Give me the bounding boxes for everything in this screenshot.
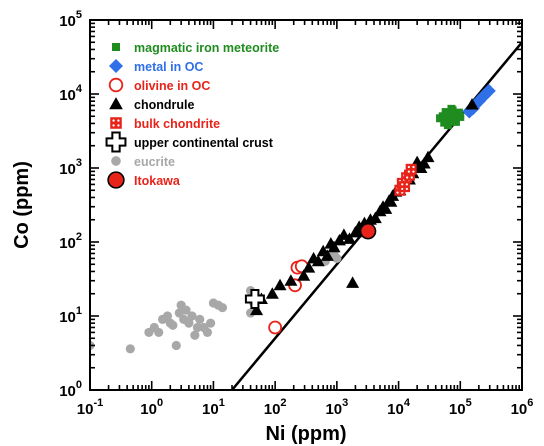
- data-point: [154, 327, 164, 338]
- data-point: [451, 117, 460, 126]
- data-point: [320, 249, 334, 261]
- data-point: [465, 98, 479, 110]
- legend-label: bulk chondrite: [134, 117, 220, 131]
- ticks-layer: [89, 20, 522, 391]
- legend-label: olivine in OC: [134, 79, 210, 93]
- data-point: [438, 112, 447, 121]
- data-point: [442, 116, 451, 125]
- series-metal-in-oc: [462, 83, 496, 119]
- data-point: [192, 322, 203, 333]
- legend-marker: [112, 43, 120, 51]
- data-point: [297, 269, 311, 281]
- data-point: [125, 344, 135, 354]
- legend-label: Itokawa: [134, 174, 181, 188]
- legend-label: eucrite: [134, 155, 175, 169]
- data-point: [250, 303, 264, 316]
- data-point: [421, 150, 435, 163]
- data-point: [171, 340, 181, 351]
- x-tick-label: 106: [511, 397, 534, 418]
- series-bulk-chondrite: [394, 163, 417, 196]
- data-point: [284, 274, 298, 286]
- plot-frame: [89, 19, 523, 391]
- data-point: [311, 254, 325, 267]
- data-point: [202, 327, 213, 338]
- legend-label: magmatic iron meteorite: [134, 41, 279, 55]
- data-point: [346, 276, 360, 288]
- legend: magmatic iron meteorite metal in OC olivin…: [105, 41, 279, 189]
- data-point: [342, 232, 356, 244]
- x-tick-label: 100: [140, 397, 163, 418]
- data-point: [195, 314, 205, 324]
- data-point: [405, 163, 417, 175]
- data-points-layer: [90, 83, 496, 354]
- data-point: [244, 288, 265, 309]
- data-point: [168, 320, 178, 330]
- legend-marker: [108, 77, 124, 93]
- legend-marker: [109, 59, 123, 73]
- data-point: [302, 261, 316, 273]
- data-point: [190, 330, 200, 340]
- data-point: [332, 253, 342, 264]
- data-point: [187, 311, 197, 321]
- y-tick-label: 104: [59, 83, 83, 104]
- legend-marker: [110, 117, 122, 129]
- legend-marker: [105, 131, 127, 153]
- data-point: [452, 111, 461, 120]
- x-tick-label: 103: [325, 397, 348, 418]
- data-point: [399, 181, 411, 193]
- tick-labels-layer: 10-1 100 101 102 103 104 105 106100101102103104…: [59, 9, 533, 418]
- y-axis-label: Co (ppm): [11, 161, 33, 249]
- data-point: [217, 302, 228, 313]
- data-point: [417, 157, 431, 169]
- data-point: [443, 121, 452, 130]
- data-point: [384, 195, 398, 207]
- data-point: [447, 104, 456, 113]
- y-tick-label: 103: [59, 157, 82, 178]
- data-point: [441, 108, 450, 117]
- data-point: [181, 305, 191, 315]
- x-tick-label: 105: [449, 397, 472, 418]
- data-point: [184, 318, 194, 328]
- series-chondrule: [250, 98, 479, 316]
- data-point: [273, 278, 287, 291]
- x-tick-label: 10-1: [77, 397, 103, 418]
- data-point: [368, 211, 382, 224]
- data-point: [379, 202, 393, 214]
- y-tick-label: 100: [59, 379, 82, 400]
- y-tick-label: 101: [59, 305, 82, 326]
- data-point: [206, 318, 216, 328]
- y-tick-label: 105: [59, 9, 82, 30]
- series-itokawa: [359, 222, 377, 240]
- legend-label: chondrule: [134, 98, 194, 112]
- data-point: [327, 240, 341, 253]
- series-magmatic-iron-meteorite: [436, 104, 465, 130]
- x-tick-label: 102: [264, 397, 287, 418]
- y-tick-label: 102: [59, 231, 82, 252]
- series-upper-continental-crust: [244, 288, 265, 309]
- data-point: [359, 222, 377, 240]
- legend-marker: [107, 171, 125, 189]
- legend-marker: [109, 97, 123, 110]
- legend-marker: [111, 156, 121, 166]
- x-tick-label: 101: [202, 397, 225, 418]
- data-point: [481, 83, 496, 98]
- data-point: [265, 287, 279, 299]
- x-axis-label: Ni (ppm): [265, 423, 346, 445]
- x-tick-label: 104: [387, 397, 411, 418]
- legend-label: upper continental crust: [134, 136, 274, 150]
- data-point: [268, 320, 283, 335]
- data-point: [162, 311, 173, 321]
- legend-label: metal in OC: [134, 60, 203, 74]
